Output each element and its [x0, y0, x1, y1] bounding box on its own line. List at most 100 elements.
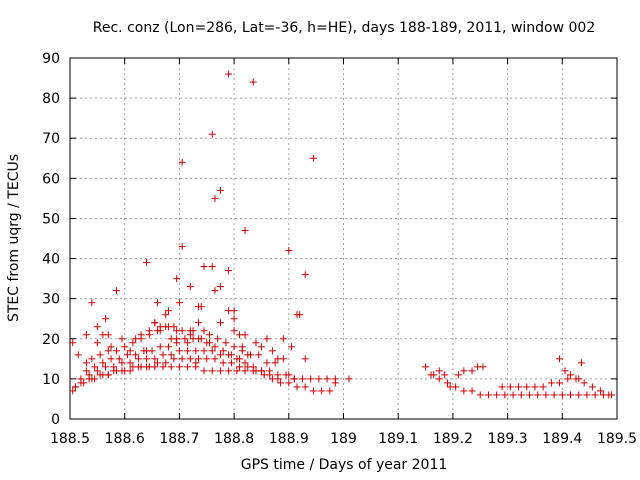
- data-point: [225, 367, 233, 375]
- x-tick-label: 189.1: [378, 431, 418, 447]
- data-point: [184, 339, 192, 347]
- data-point: [498, 383, 506, 391]
- data-point: [154, 299, 162, 307]
- x-tick-label: 188.5: [50, 431, 90, 447]
- x-tick-label: 188.6: [105, 431, 145, 447]
- data-point: [567, 371, 575, 379]
- data-point: [230, 327, 238, 335]
- data-point: [137, 363, 145, 371]
- data-point: [173, 335, 181, 343]
- data-point: [211, 343, 219, 351]
- data-point: [143, 259, 151, 267]
- data-point: [597, 387, 605, 395]
- data-point: [506, 383, 514, 391]
- data-point: [277, 379, 285, 387]
- data-point: [301, 355, 309, 363]
- data-point: [468, 387, 476, 395]
- data-point: [88, 375, 96, 383]
- data-point: [318, 387, 326, 395]
- data-point: [285, 379, 293, 387]
- y-tick-label: 30: [42, 292, 60, 308]
- x-tick-label: 188.8: [214, 431, 254, 447]
- data-point: [102, 315, 110, 323]
- data-point: [126, 359, 134, 367]
- data-point: [427, 371, 435, 379]
- data-point: [162, 359, 170, 367]
- data-point: [154, 359, 162, 367]
- data-point: [184, 363, 192, 371]
- y-tick-label: 0: [51, 412, 60, 428]
- data-point: [175, 347, 183, 355]
- data-point: [205, 331, 213, 339]
- data-point: [230, 315, 238, 323]
- data-point: [233, 367, 241, 375]
- data-point: [479, 363, 487, 371]
- data-point: [121, 343, 129, 351]
- y-tick-label: 20: [42, 332, 60, 348]
- data-point: [112, 347, 120, 355]
- data-point: [195, 335, 203, 343]
- y-axis-label: STEC from uqrg / TECUs: [6, 154, 22, 322]
- data-point: [181, 335, 189, 343]
- x-tick-label: 189.3: [488, 431, 528, 447]
- y-tick-label: 80: [42, 91, 60, 107]
- data-point: [96, 351, 104, 359]
- data-point: [241, 226, 249, 234]
- data-point: [186, 355, 194, 363]
- data-point: [577, 359, 585, 367]
- data-point: [214, 335, 222, 343]
- data-point: [591, 391, 599, 399]
- data-point: [167, 363, 175, 371]
- data-point: [534, 391, 542, 399]
- data-point: [539, 383, 547, 391]
- y-tick-label: 60: [42, 171, 60, 187]
- data-point: [175, 299, 183, 307]
- x-tick-labels: 188.5 188.6 188.7 188.8 188.9 189 189.1 189.2 18…: [50, 431, 637, 447]
- data-point: [164, 307, 172, 315]
- plot-frame: [69, 57, 618, 420]
- data-point: [238, 343, 246, 351]
- data-point: [159, 363, 167, 371]
- data-point: [227, 351, 235, 359]
- data-point: [227, 359, 235, 367]
- data-point: [249, 78, 257, 86]
- data-points: [69, 70, 616, 399]
- data-point: [175, 363, 183, 371]
- y-tick-label: 40: [42, 252, 60, 268]
- data-point: [104, 331, 112, 339]
- data-point: [132, 335, 140, 343]
- data-point: [145, 363, 153, 371]
- data-point: [88, 355, 96, 363]
- data-point: [293, 311, 301, 319]
- data-point: [290, 375, 298, 383]
- data-point: [225, 267, 233, 275]
- data-point: [186, 283, 194, 291]
- data-point: [476, 391, 484, 399]
- data-point: [151, 355, 159, 363]
- data-point: [203, 355, 211, 363]
- data-point: [115, 355, 123, 363]
- data-point: [189, 327, 197, 335]
- data-point: [285, 247, 293, 255]
- data-point: [525, 391, 533, 399]
- data-point: [112, 367, 120, 375]
- data-point: [263, 335, 271, 343]
- data-point: [184, 347, 192, 355]
- data-point: [452, 383, 460, 391]
- data-point: [208, 130, 216, 138]
- data-point: [164, 323, 172, 331]
- data-point: [222, 339, 230, 347]
- data-point: [143, 347, 151, 355]
- data-point: [236, 355, 244, 363]
- data-point: [195, 319, 203, 327]
- data-point: [542, 391, 550, 399]
- y-tick-label: 90: [42, 51, 60, 67]
- data-point: [173, 327, 181, 335]
- data-point: [216, 186, 224, 194]
- y-tick-labels: 0 10 20 30 40 50 60 70 80 90: [42, 51, 60, 428]
- data-point: [236, 363, 244, 371]
- data-point: [315, 375, 323, 383]
- data-point: [531, 383, 539, 391]
- data-point: [118, 335, 126, 343]
- data-point: [263, 359, 271, 367]
